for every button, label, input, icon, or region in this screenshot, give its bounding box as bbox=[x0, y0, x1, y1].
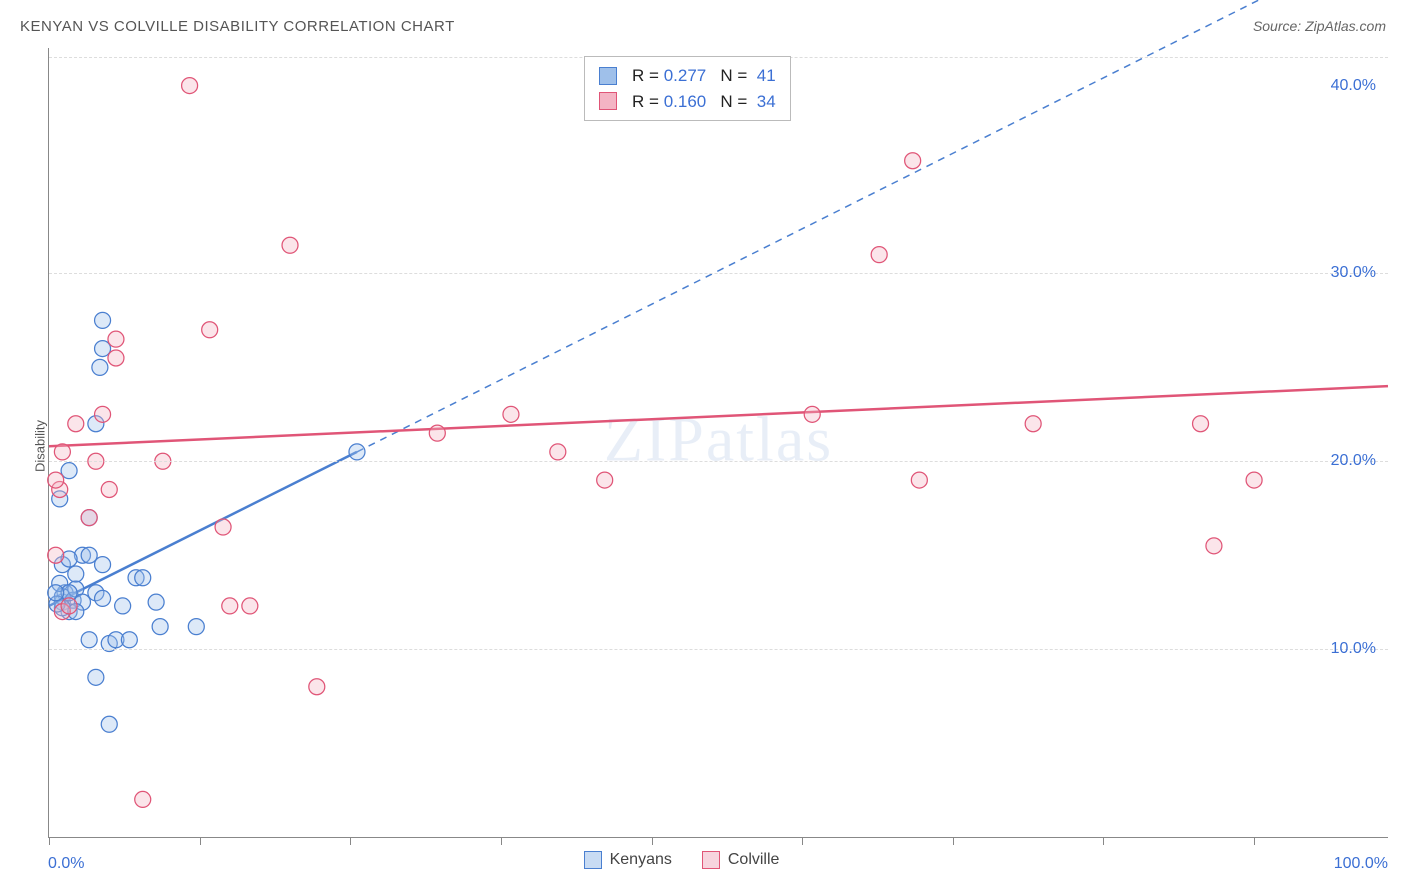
scatter-chart bbox=[49, 48, 1388, 837]
chart-title: KENYAN VS COLVILLE DISABILITY CORRELATIO… bbox=[20, 18, 455, 35]
stats-text: R = 0.277 N = 41 bbox=[623, 63, 776, 89]
y-axis-label: Disability bbox=[33, 420, 48, 472]
x-tick bbox=[652, 837, 653, 845]
source-label: Source: ZipAtlas.com bbox=[1253, 18, 1386, 34]
plot-area: ZIPatlas 10.0%20.0%30.0%40.0% bbox=[48, 48, 1388, 838]
x-tick-label: 100.0% bbox=[1334, 855, 1388, 873]
x-tick bbox=[49, 837, 50, 845]
legend-label: Kenyans bbox=[610, 851, 672, 869]
stats-legend-row: R = 0.277 N = 41 bbox=[599, 63, 776, 89]
series-legend: Kenyans Colville bbox=[584, 851, 780, 869]
stats-text: R = 0.160 N = 34 bbox=[623, 89, 776, 115]
x-tick bbox=[953, 837, 954, 845]
series-legend-item: Kenyans bbox=[584, 851, 672, 869]
stats-legend: R = 0.277 N = 41 R = 0.160 N = 34 bbox=[584, 56, 791, 121]
y-tick-label: 20.0% bbox=[1331, 452, 1376, 470]
gridline bbox=[49, 461, 1388, 462]
x-tick bbox=[1254, 837, 1255, 845]
x-tick bbox=[200, 837, 201, 845]
gridline bbox=[49, 649, 1388, 650]
stats-legend-row: R = 0.160 N = 34 bbox=[599, 89, 776, 115]
x-tick bbox=[1103, 837, 1104, 845]
y-tick-label: 10.0% bbox=[1331, 640, 1376, 658]
legend-label: Colville bbox=[728, 851, 780, 869]
legend-swatch bbox=[599, 67, 617, 85]
x-tick bbox=[350, 837, 351, 845]
x-tick-label: 0.0% bbox=[48, 855, 84, 873]
x-tick bbox=[501, 837, 502, 845]
series-legend-item: Colville bbox=[702, 851, 780, 869]
x-tick bbox=[802, 837, 803, 845]
legend-swatch bbox=[584, 851, 602, 869]
legend-swatch bbox=[599, 92, 617, 110]
y-tick-label: 40.0% bbox=[1331, 77, 1376, 95]
legend-swatch bbox=[702, 851, 720, 869]
gridline bbox=[49, 273, 1388, 274]
y-tick-label: 30.0% bbox=[1331, 264, 1376, 282]
